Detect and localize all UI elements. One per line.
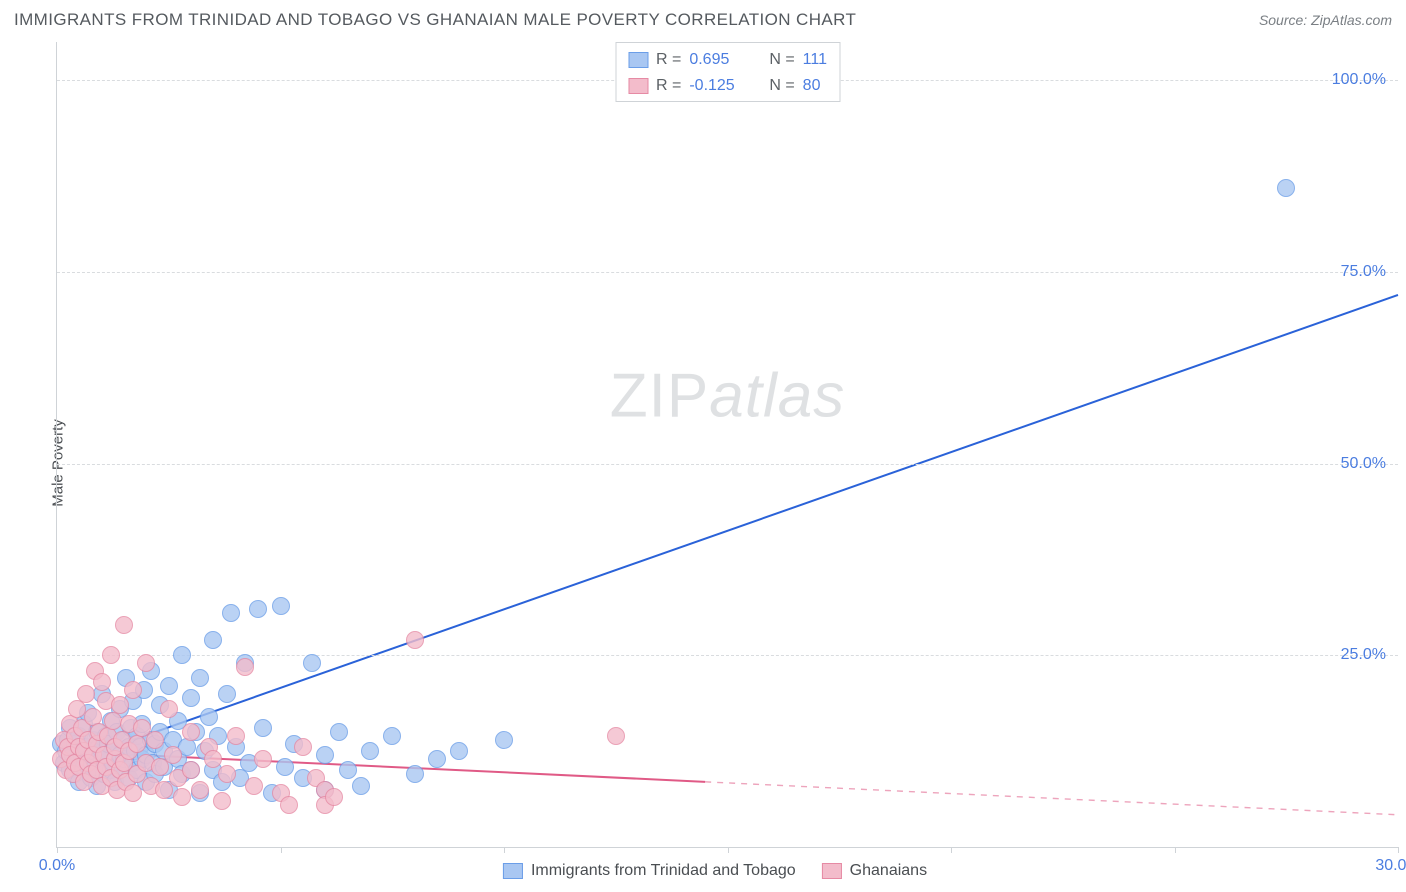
- data-point: [124, 784, 142, 802]
- y-tick-label: 75.0%: [1341, 263, 1386, 281]
- r-label: R =: [656, 47, 681, 73]
- data-point: [383, 727, 401, 745]
- gridline: [57, 272, 1398, 273]
- legend-swatch: [628, 78, 648, 94]
- plot-region: R = 0.695 N = 111 R = -0.125 N = 80 ZIPatlas 25…: [56, 42, 1398, 848]
- y-tick-label: 100.0%: [1332, 71, 1386, 89]
- x-tick: [504, 847, 505, 853]
- data-point: [294, 738, 312, 756]
- data-point: [160, 700, 178, 718]
- data-point: [495, 731, 513, 749]
- data-point: [182, 689, 200, 707]
- data-point: [280, 796, 298, 814]
- data-point: [339, 761, 357, 779]
- x-tick-label: 30.0%: [1375, 857, 1406, 875]
- legend-stat-row: R = -0.125 N = 80: [628, 73, 827, 99]
- data-point: [316, 746, 334, 764]
- watermark-atlas: atlas: [709, 362, 845, 431]
- r-value: -0.125: [689, 73, 751, 99]
- data-point: [191, 781, 209, 799]
- data-point: [204, 750, 222, 768]
- data-point: [124, 681, 142, 699]
- data-point: [182, 723, 200, 741]
- data-point: [182, 761, 200, 779]
- data-point: [115, 616, 133, 634]
- data-point: [1277, 179, 1295, 197]
- data-point: [137, 654, 155, 672]
- n-value: 80: [803, 73, 821, 99]
- watermark: ZIPatlas: [610, 361, 845, 432]
- n-label: N =: [769, 73, 794, 99]
- data-point: [330, 723, 348, 741]
- x-tick: [1175, 847, 1176, 853]
- data-point: [406, 631, 424, 649]
- legend-label: Ghanaians: [850, 862, 927, 880]
- data-point: [450, 742, 468, 760]
- y-tick-label: 50.0%: [1341, 455, 1386, 473]
- x-tick: [951, 847, 952, 853]
- legend-swatch: [628, 52, 648, 68]
- data-point: [428, 750, 446, 768]
- data-point: [146, 731, 164, 749]
- data-point: [222, 604, 240, 622]
- x-tick: [728, 847, 729, 853]
- data-point: [111, 696, 129, 714]
- r-label: R =: [656, 73, 681, 99]
- data-point: [245, 777, 263, 795]
- chart-title: IMMIGRANTS FROM TRINIDAD AND TOBAGO VS G…: [14, 10, 856, 30]
- data-point: [227, 727, 245, 745]
- legend-swatch: [822, 863, 842, 879]
- data-point: [272, 597, 290, 615]
- legend-item: Ghanaians: [822, 862, 927, 880]
- r-value: 0.695: [689, 47, 751, 73]
- data-point: [325, 788, 343, 806]
- data-point: [173, 788, 191, 806]
- data-point: [236, 658, 254, 676]
- x-tick-label: 0.0%: [39, 857, 75, 875]
- x-tick: [1398, 847, 1399, 853]
- data-point: [200, 708, 218, 726]
- series-legend: Immigrants from Trinidad and Tobago Ghana…: [503, 862, 927, 880]
- data-point: [406, 765, 424, 783]
- y-tick-label: 25.0%: [1341, 646, 1386, 664]
- gridline: [57, 655, 1398, 656]
- n-label: N =: [769, 47, 794, 73]
- chart-area: Male Poverty R =0.695N =111R =-0.125N =8…: [32, 42, 1398, 884]
- data-point: [218, 685, 236, 703]
- data-point: [303, 654, 321, 672]
- data-point: [607, 727, 625, 745]
- x-tick: [281, 847, 282, 853]
- data-point: [254, 750, 272, 768]
- watermark-zip: ZIP: [610, 362, 709, 431]
- n-value: 111: [803, 47, 827, 73]
- correlation-legend: R = 0.695 N = 111 R = -0.125 N = 80: [615, 42, 840, 102]
- data-point: [361, 742, 379, 760]
- data-point: [218, 765, 236, 783]
- data-point: [352, 777, 370, 795]
- data-point: [213, 792, 231, 810]
- legend-swatch: [503, 863, 523, 879]
- legend-stat-row: R = 0.695 N = 111: [628, 47, 827, 73]
- data-point: [276, 758, 294, 776]
- data-point: [254, 719, 272, 737]
- data-point: [102, 646, 120, 664]
- data-point: [173, 646, 191, 664]
- data-point: [128, 735, 146, 753]
- source-label: Source: ZipAtlas.com: [1259, 12, 1392, 28]
- x-tick: [57, 847, 58, 853]
- data-point: [93, 673, 111, 691]
- gridline: [57, 464, 1398, 465]
- legend-label: Immigrants from Trinidad and Tobago: [531, 862, 796, 880]
- data-point: [191, 669, 209, 687]
- data-point: [204, 631, 222, 649]
- data-point: [249, 600, 267, 618]
- data-point: [164, 746, 182, 764]
- legend-item: Immigrants from Trinidad and Tobago: [503, 862, 796, 880]
- data-point: [77, 685, 95, 703]
- data-point: [160, 677, 178, 695]
